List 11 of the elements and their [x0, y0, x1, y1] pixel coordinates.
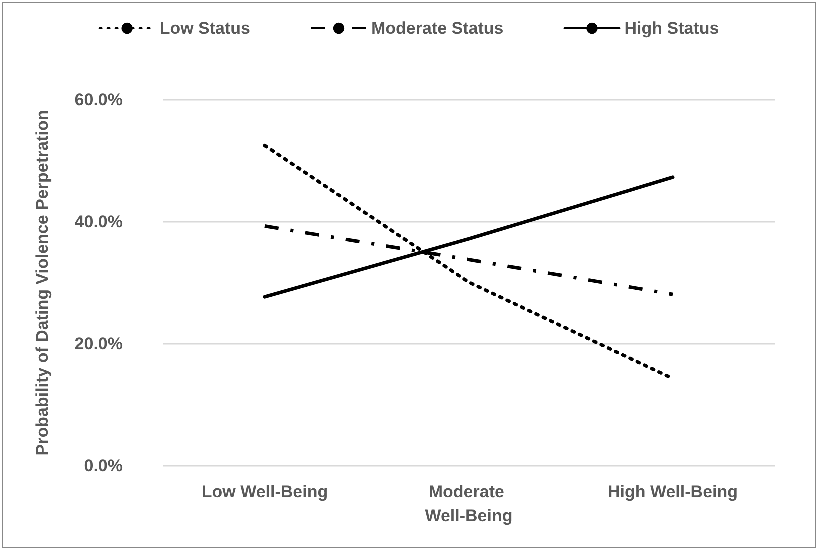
legend-label: Moderate Status [371, 19, 504, 38]
x-tick-label: High Well-Being [608, 482, 738, 502]
y-tick-label: 60.0% [74, 90, 123, 110]
legend-label: Low Status [160, 19, 250, 38]
y-tick-label: 0.0% [84, 456, 123, 476]
y-axis-title: Probability of Dating Violence Perpetration [33, 110, 52, 456]
y-tick-label: 40.0% [74, 212, 123, 232]
x-tick-label: Low Well-Being [202, 482, 328, 502]
legend-label: High Status [624, 19, 720, 38]
x-tick-label: Moderate Well-Being [425, 482, 513, 526]
y-tick-label: 20.0% [74, 334, 123, 354]
